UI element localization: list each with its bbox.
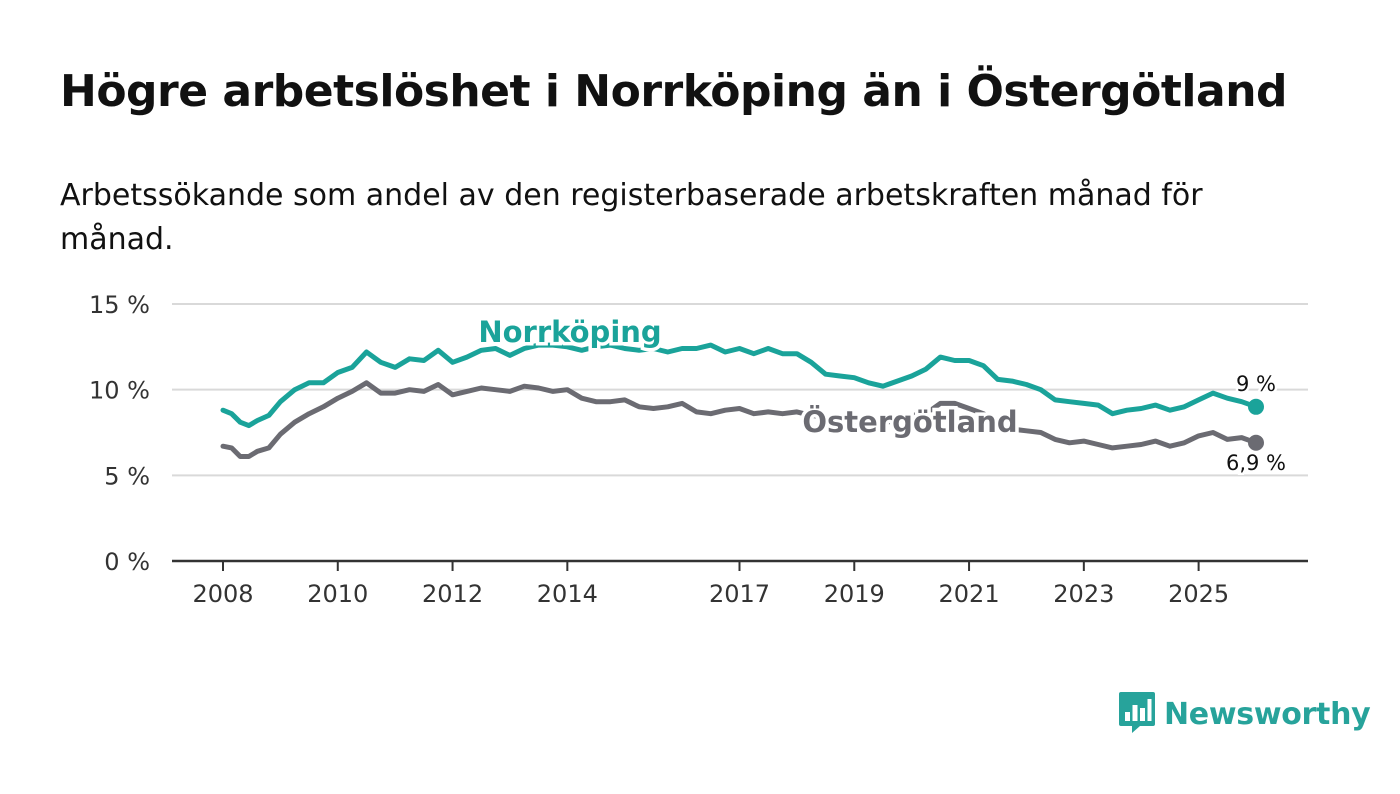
chart-subtitle: Arbetssökande som andel av den registerb…: [60, 178, 1203, 257]
series-line-norrkoping: [220, 342, 1259, 429]
x-tick-label: 2014: [537, 580, 598, 608]
y-tick-label: 10 %: [89, 377, 150, 405]
chart-title: Högre arbetslöshet i Norrköping än i Öst…: [60, 66, 1288, 117]
x-tick-label: 2025: [1168, 580, 1229, 608]
x-tick-label: 2010: [307, 580, 368, 608]
x-tick-label: 2008: [192, 580, 253, 608]
y-tick-label: 5 %: [104, 462, 150, 490]
y-tick-label: 0 %: [104, 548, 150, 576]
series-end-label: 9 %: [1236, 372, 1276, 396]
x-tick-label: 2012: [422, 580, 483, 608]
x-tick-label: 2017: [709, 580, 770, 608]
series-end-marker: [1248, 398, 1264, 415]
series-end-label: 6,9 %: [1226, 451, 1286, 475]
x-tick-label: 2019: [824, 580, 885, 608]
series-end-marker: [1248, 434, 1264, 451]
x-tick-label: 2023: [1053, 580, 1114, 608]
x-tick-label: 2021: [939, 580, 1000, 608]
series-label-ostergotland: Östergötland: [802, 405, 1017, 439]
brand-name: Newsworthy: [1164, 696, 1371, 732]
y-tick-label: 15 %: [89, 291, 150, 319]
series-line-ostergotland: [220, 380, 1259, 459]
brand-logo[interactable]: Newsworthy: [1118, 690, 1371, 738]
newsworthy-logo-icon: [1118, 690, 1156, 738]
series-label-norrkoping: Norrköping: [478, 315, 661, 349]
